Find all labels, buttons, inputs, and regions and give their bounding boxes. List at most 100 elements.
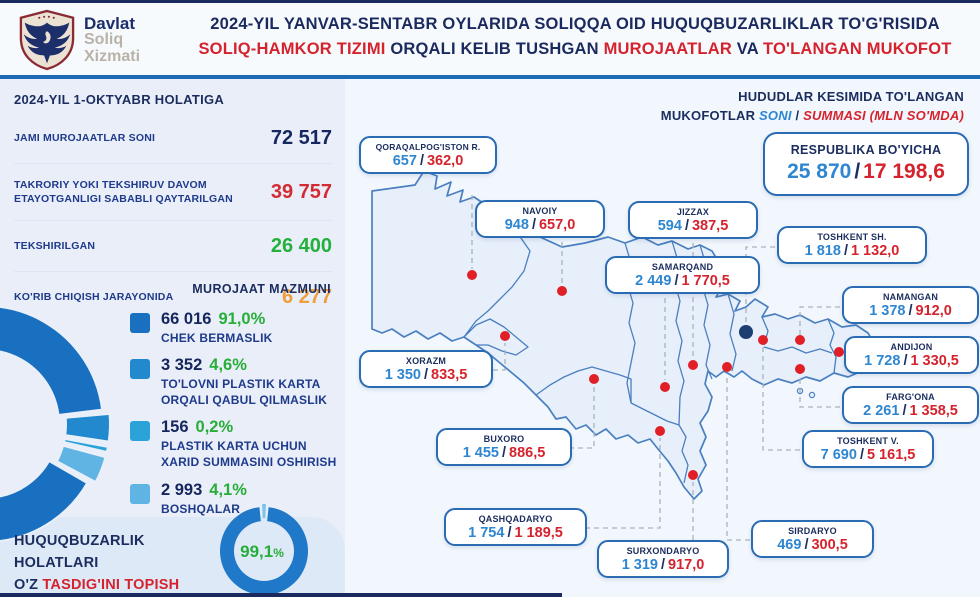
region-amount: 1 770,5 [681, 273, 730, 289]
legend-label: PLASTIK KARTA UCHUN XARID SUMMASINI OSHI… [161, 439, 337, 469]
region-label-xorazm: XORAZM 1 350/833,5 [359, 350, 493, 388]
region-sep: / [501, 445, 507, 461]
region-amount: 300,5 [811, 537, 848, 553]
region-label-sirdaryo: SIRDARYO 469/300,5 [751, 520, 874, 558]
region-name: QORAQALPOG'ISTON R. [375, 142, 481, 152]
region-name: FARG'ONA [886, 392, 935, 402]
region-count: 2 261 [863, 403, 900, 419]
region-label-navoiy: NAVOIY 948/657,0 [475, 200, 605, 238]
title-line1: 2024-YIL YANVAR-SENTABR OYLARIDA SOLIQQA… [210, 15, 940, 33]
republic-sep: / [854, 160, 861, 183]
title2-navy1: ORQALI KELIB TUSHGAN [385, 40, 604, 58]
region-sep: / [684, 218, 689, 234]
region-amount: 833,5 [431, 367, 468, 383]
region-count: 7 690 [820, 447, 857, 463]
donut-segments [0, 306, 111, 543]
legend-swatch-icon [130, 313, 150, 333]
region-sep: / [423, 367, 429, 383]
region-sep: / [507, 525, 512, 541]
region-label-jizzax: JIZZAX 594/387,5 [628, 201, 758, 239]
region-amount: 917,0 [668, 557, 705, 573]
legend-count: 66 016 [161, 310, 212, 328]
region-sep: / [908, 303, 913, 319]
region-name: XORAZM [405, 356, 447, 366]
region-values: 469/300,5 [757, 537, 868, 553]
region-amount: 657,0 [538, 217, 576, 233]
region-amount: 886,5 [509, 445, 546, 461]
legend-swatch-icon [130, 484, 150, 504]
region-values: 1 754/1 189,5 [450, 525, 581, 541]
donut-chart-title: MUROJAAT MAZMUNI [192, 282, 331, 296]
region-name: NAMANGAN [882, 292, 939, 302]
region-label-toshkent-shahri: TOSHKENT SH. 1 818/1 132,0 [777, 226, 927, 264]
legend-label: CHEK BERMASLIK [161, 331, 273, 345]
header-divider [0, 75, 980, 79]
confirmation-caption-line1: HUQUQBUZARLIK HOLATLARI [14, 533, 145, 571]
region-sep: / [903, 353, 908, 369]
legend-percent: 4,6% [209, 356, 247, 374]
country-outline [371, 170, 875, 500]
region-dots [467, 270, 844, 480]
legend-label: TO'LOVNI PLASTIK KARTA ORQALI QABUL QILM… [161, 377, 328, 407]
confirmation-caption: HUQUQBUZARLIK HOLATLARI O'Z TASDIG'INI T… [14, 531, 229, 597]
legend-count: 156 [161, 418, 189, 436]
region-sep: / [531, 217, 536, 233]
heading-soni: SONI [759, 107, 792, 123]
region-amount: 1 358,5 [909, 403, 958, 419]
region-name: SIRDARYO [788, 526, 837, 536]
caption-navy: O'Z [14, 576, 43, 593]
region-amount: 362,0 [426, 153, 464, 169]
region-label-fargona: FARG'ONA 2 261/1 358,5 [842, 386, 979, 424]
region-sep: / [674, 273, 679, 289]
donut-chart: 99,1% [0, 306, 308, 595]
title2-navy2: VA [731, 40, 764, 58]
stat-label: TAKRORIY YOKI TEKSHIRUV DAVOM ETAYOTGANL… [14, 178, 233, 205]
region-name: TOSHKENT SH. [817, 232, 887, 242]
header: Davlat Soliq Xizmati 2024-YIL YANVAR-SEN… [0, 3, 980, 75]
logo-line2: Soliq [84, 31, 124, 49]
region-sep: / [859, 447, 864, 463]
region-amount: 912,0 [915, 303, 952, 319]
region-label-surxondaryo: SURXONDARYO 1 319/917,0 [597, 540, 729, 578]
region-label-qashqadaryo: QASHQADARYO 1 754/1 189,5 [444, 508, 587, 546]
region-amount: 387,5 [691, 218, 729, 234]
region-amount: 1 132,0 [850, 243, 900, 259]
legend-item-xarid-summasi: 156 0,2% PLASTIK KARTA UCHUN XARID SUMMAS… [130, 418, 340, 471]
legend-percent: 4,1% [209, 481, 247, 499]
region-values: 7 690/5 161,5 [808, 447, 928, 463]
confirmation-caption-line2: O'Z TASDIG'INI TOPISH DARAJASI [14, 575, 229, 597]
republic-title: RESPUBLIKA BO'YICHA [790, 143, 942, 157]
region-count: 1 319 [621, 557, 658, 573]
region-sep: / [843, 243, 848, 259]
stat-value: 26 400 [270, 234, 332, 257]
stat-row-returned: TAKRORIY YOKI TEKSHIRUV DAVOM ETAYOTGANL… [14, 164, 332, 221]
stat-row-inspected: TEKSHIRILGAN 26 400 [14, 221, 332, 272]
region-sep: / [902, 403, 907, 419]
region-values: 2 449/1 770,5 [611, 273, 754, 289]
map-heading: HUDUDLAR KESIMIDA TO'LANGAN MUKOFOTLAR S… [661, 88, 964, 126]
region-amount: 1 330,5 [910, 353, 959, 369]
heading-mukofotlar: MUKOFOTLAR [660, 107, 760, 123]
legend-percent: 91,0% [218, 310, 266, 328]
stats-list: JAMI MUROJAATLAR SONI 72 517 TAKRORIY YO… [14, 113, 332, 322]
region-count: 469 [777, 537, 802, 553]
region-sep: / [660, 557, 666, 573]
map-panel: HUDUDLAR KESIMIDA TO'LANGAN MUKOFOTLAR S… [345, 79, 980, 597]
legend-count: 2 993 [161, 481, 203, 499]
region-name: NAVOIY [522, 206, 558, 216]
title2-red2: MUROJAATLAR [603, 40, 732, 58]
region-values: 1 350/833,5 [365, 367, 487, 383]
heading-sep: / [791, 107, 804, 123]
region-values: 1 455/886,5 [442, 445, 566, 461]
bottom-border [0, 593, 562, 597]
region-values: 1 818/1 132,0 [783, 243, 921, 259]
region-count: 1 818 [804, 243, 841, 259]
republic-amount: 17 198,6 [863, 160, 945, 183]
region-name: JIZZAX [676, 207, 710, 217]
title2-red3: TO'LANGAN MUKOFOT [763, 40, 952, 58]
region-label-samarqand: SAMARQAND 2 449/1 770,5 [605, 256, 760, 294]
stat-value: 72 517 [270, 126, 332, 149]
legend-swatch-icon [130, 359, 150, 379]
region-values: 1 378/912,0 [848, 303, 973, 319]
